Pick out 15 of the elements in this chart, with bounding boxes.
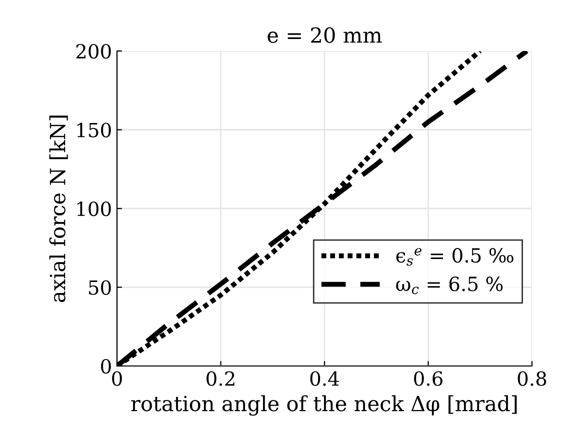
- x-tick-label: 0.4: [310, 371, 339, 386]
- y-axis-title: axial force N [kN]: [49, 116, 68, 302]
- chart-title: e = 20 mm: [268, 27, 382, 43]
- legend-label: ω$_{c}$ = 6.5 %: [396, 276, 503, 294]
- x-tick-label: 0.2: [206, 371, 234, 386]
- legend-label: ϵ$_{s}$$^{e}$ = 0.5 ‰: [396, 248, 514, 266]
- y-tick-label: 50: [89, 280, 111, 295]
- x-tick-label: 0.6: [414, 371, 442, 386]
- y-tick-label: 200: [76, 44, 111, 59]
- x-tick-label: 0.8: [518, 371, 546, 386]
- y-tick-label: 100: [77, 201, 111, 216]
- y-tick-label: 0: [101, 358, 111, 374]
- x-tick-label: 0: [112, 371, 122, 386]
- x-axis-title: rotation angle of the neck Δφ [mrad]: [131, 395, 517, 416]
- y-tick-label: 150: [77, 122, 111, 138]
